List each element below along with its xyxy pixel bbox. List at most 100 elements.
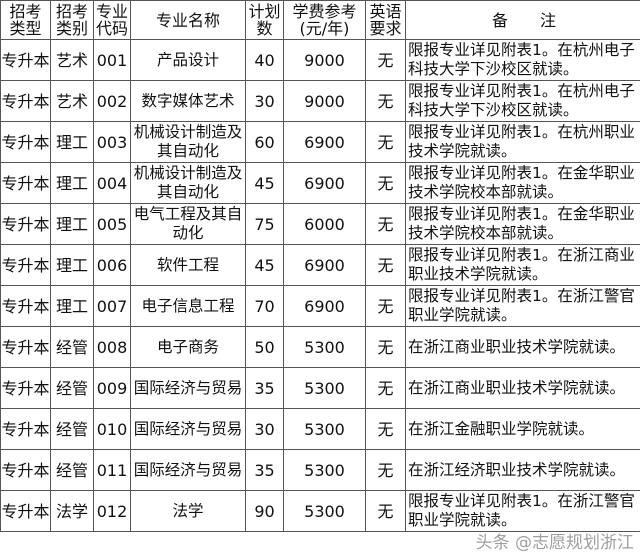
cell-tuition: 6900 — [283, 121, 366, 163]
table-row: 专升本 理工 005 电气工程及其自动化 75 6000 无限报专业详见附表1。在金华职业技… — [0, 203, 640, 245]
table-row: 专升本 法学 012 法学 90 5300 无限报专业详见附表1。在浙江警官职业学院就读。 — [0, 490, 640, 532]
cell-plan: 40 — [245, 39, 284, 81]
table-row: 专升本 经管 010 国际经济与贸易 30 5300 无在浙江金融职业学院就读。 — [0, 408, 640, 450]
header-english: 英语 要求 — [365, 0, 406, 40]
table-row: 专升本 理工 004 机械设计制造及其自动化 45 6900 无限报专业详见附表1。在金华职… — [0, 162, 640, 204]
cell-major: 机械设计制造及其自动化 — [130, 162, 246, 204]
cell-type: 专升本 — [0, 408, 51, 450]
cell-major: 数字媒体艺术 — [130, 80, 246, 122]
cell-plan: 75 — [245, 203, 284, 245]
cell-category: 理工 — [50, 285, 94, 327]
cell-tuition: 6900 — [283, 162, 366, 204]
cell-tuition: 6000 — [283, 203, 366, 245]
cell-major: 电子商务 — [130, 326, 246, 368]
cell-major: 国际经济与贸易 — [130, 408, 246, 450]
table-row: 专升本 经管 011 国际经济与贸易 35 5300 无在浙江经济职业技术学院就读。 — [0, 449, 640, 491]
cell-notes: 在浙江金融职业学院就读。 — [405, 408, 640, 450]
cell-english: 无 — [365, 408, 406, 450]
cell-english: 无 — [365, 490, 406, 532]
cell-major: 电气工程及其自动化 — [130, 203, 246, 245]
cell-notes: 限报专业详见附表1。在杭州电子科技大学下沙校区就读。 — [405, 39, 640, 81]
cell-plan: 35 — [245, 449, 284, 491]
cell-tuition: 5300 — [283, 326, 366, 368]
cell-type: 专升本 — [0, 449, 51, 491]
cell-code: 001 — [93, 39, 131, 81]
cell-plan: 50 — [245, 326, 284, 368]
cell-notes: 限报专业详见附表1。在浙江商业职业技术学院就读。 — [405, 244, 640, 286]
header-type: 招考 类型 — [0, 0, 51, 40]
cell-plan: 90 — [245, 490, 284, 532]
cell-type: 专升本 — [0, 203, 51, 245]
cell-major: 电子信息工程 — [130, 285, 246, 327]
cell-type: 专升本 — [0, 80, 51, 122]
cell-english: 无 — [365, 80, 406, 122]
cell-major: 国际经济与贸易 — [130, 367, 246, 409]
cell-english: 无 — [365, 121, 406, 163]
cell-code: 011 — [93, 449, 131, 491]
cell-notes: 在浙江商业职业技术学院就读。 — [405, 326, 640, 368]
table-row: 专升本 艺术 001 产品设计 40 9000 无限报专业详见附表1。在杭州电子科技大学下沙… — [0, 39, 640, 81]
header-notes: 备 注 — [405, 0, 640, 40]
cell-tuition: 5300 — [283, 408, 366, 450]
cell-code: 008 — [93, 326, 131, 368]
cell-tuition: 9000 — [283, 80, 366, 122]
cell-code: 012 — [93, 490, 131, 532]
cell-code: 005 — [93, 203, 131, 245]
header-major: 专业名称 — [130, 0, 246, 40]
cell-english: 无 — [365, 162, 406, 204]
cell-notes: 限报专业详见附表1。在杭州职业技术学院就读。 — [405, 121, 640, 163]
table-row: 专升本 经管 008 电子商务 50 5300 无在浙江商业职业技术学院就读。 — [0, 326, 640, 368]
cell-notes: 限报专业详见附表1。在杭州电子科技大学下沙校区就读。 — [405, 80, 640, 122]
cell-tuition: 5300 — [283, 449, 366, 491]
cell-plan: 60 — [245, 121, 284, 163]
cell-english: 无 — [365, 367, 406, 409]
cell-notes: 在浙江商业职业技术学院就读。 — [405, 367, 640, 409]
cell-category: 经管 — [50, 326, 94, 368]
cell-plan: 70 — [245, 285, 284, 327]
cell-english: 无 — [365, 39, 406, 81]
header-tuition: 学费参考 (元/年) — [283, 0, 366, 40]
cell-category: 经管 — [50, 408, 94, 450]
cell-category: 经管 — [50, 449, 94, 491]
cell-code: 006 — [93, 244, 131, 286]
table-row: 专升本 理工 006 软件工程 45 6900 无限报专业详见附表1。在浙江商业职业技术学院… — [0, 244, 640, 286]
cell-major: 法学 — [130, 490, 246, 532]
cell-english: 无 — [365, 326, 406, 368]
cell-code: 004 — [93, 162, 131, 204]
table-row: 专升本 艺术 002 数字媒体艺术 30 9000 无限报专业详见附表1。在杭州电子科技大学… — [0, 80, 640, 122]
table-row: 专升本 理工 007 电子信息工程 70 6900 无限报专业详见附表1。在浙江警官职业学院… — [0, 285, 640, 327]
cell-tuition: 6900 — [283, 285, 366, 327]
admissions-table: 招考 类型 招考 类别 专业 代码 专业名称 计划 数学费参考 (元/年) 英语 要求备 … — [0, 0, 640, 532]
cell-code: 010 — [93, 408, 131, 450]
cell-category: 理工 — [50, 121, 94, 163]
cell-type: 专升本 — [0, 490, 51, 532]
cell-category: 理工 — [50, 162, 94, 204]
cell-notes: 限报专业详见附表1。在金华职业技术学院校本部就读。 — [405, 203, 640, 245]
cell-major: 国际经济与贸易 — [130, 449, 246, 491]
cell-english: 无 — [365, 203, 406, 245]
cell-tuition: 6900 — [283, 244, 366, 286]
cell-category: 法学 — [50, 490, 94, 532]
cell-english: 无 — [365, 285, 406, 327]
cell-major: 机械设计制造及其自动化 — [130, 121, 246, 163]
cell-type: 专升本 — [0, 244, 51, 286]
cell-notes: 在浙江经济职业技术学院就读。 — [405, 449, 640, 491]
cell-category: 经管 — [50, 367, 94, 409]
cell-type: 专升本 — [0, 121, 51, 163]
table-row: 专升本 经管 009 国际经济与贸易 35 5300 无在浙江商业职业技术学院就读。 — [0, 367, 640, 409]
cell-type: 专升本 — [0, 162, 51, 204]
cell-major: 产品设计 — [130, 39, 246, 81]
header-code: 专业 代码 — [93, 0, 131, 40]
cell-plan: 45 — [245, 162, 284, 204]
cell-plan: 30 — [245, 408, 284, 450]
cell-notes: 限报专业详见附表1。在浙江警官职业学院就读。 — [405, 285, 640, 327]
cell-notes: 限报专业详见附表1。在金华职业技术学院校本部就读。 — [405, 162, 640, 204]
cell-category: 艺术 — [50, 80, 94, 122]
cell-plan: 45 — [245, 244, 284, 286]
cell-code: 003 — [93, 121, 131, 163]
table-header-row: 招考 类型 招考 类别 专业 代码 专业名称 计划 数学费参考 (元/年) 英语 要求备 … — [0, 0, 640, 40]
header-category: 招考 类别 — [50, 0, 94, 40]
cell-code: 007 — [93, 285, 131, 327]
cell-code: 009 — [93, 367, 131, 409]
table-row: 专升本 理工 003 机械设计制造及其自动化 60 6900 无限报专业详见附表1。在杭州职… — [0, 121, 640, 163]
